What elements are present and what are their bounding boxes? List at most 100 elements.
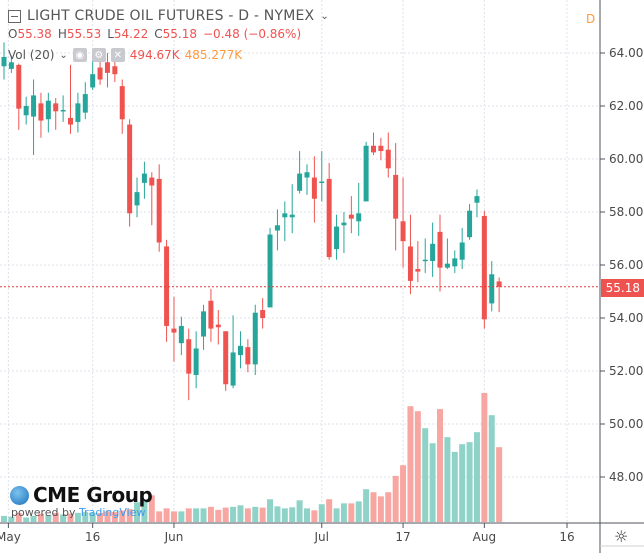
candle bbox=[444, 238, 450, 269]
candle bbox=[178, 316, 184, 356]
candle-body bbox=[31, 95, 37, 117]
candle-body bbox=[134, 192, 140, 206]
volume-value: 494.67K bbox=[129, 48, 180, 62]
time-axis[interactable]: May 16 Jun Jul 17 Aug 16 bbox=[0, 523, 575, 544]
candle-body bbox=[53, 103, 59, 112]
volume-bar bbox=[200, 508, 207, 522]
volume-bar bbox=[289, 507, 296, 522]
time-tick-label: Aug bbox=[473, 530, 496, 544]
volume-bar bbox=[82, 512, 89, 522]
candle-body bbox=[156, 178, 162, 243]
price-tick-label: 48.00 bbox=[609, 470, 643, 484]
volume-bar bbox=[267, 499, 274, 522]
volume-bar bbox=[281, 508, 288, 522]
candle-body bbox=[430, 243, 436, 262]
price-tick-label: 56.00 bbox=[609, 258, 643, 272]
candle-body bbox=[90, 74, 96, 88]
candle-body bbox=[341, 222, 347, 226]
chart-legend: LIGHT CRUDE OIL FUTURES - D - NYMEX ⌄ O5… bbox=[8, 8, 329, 62]
close-icon[interactable]: ✕ bbox=[110, 48, 125, 62]
volume-bar bbox=[163, 508, 170, 522]
candle-body bbox=[400, 221, 406, 242]
candle bbox=[149, 172, 155, 226]
volume-bar bbox=[274, 506, 281, 522]
candle-body bbox=[193, 348, 199, 375]
volume-bar bbox=[392, 475, 399, 522]
chevron-down-icon[interactable]: ⌄ bbox=[59, 49, 68, 61]
candle-body bbox=[393, 174, 399, 219]
candle-body bbox=[415, 268, 421, 272]
volume-bar bbox=[296, 500, 303, 522]
grid bbox=[0, 0, 600, 523]
candle bbox=[45, 92, 51, 133]
volume-bar bbox=[67, 513, 74, 522]
volume-bar bbox=[8, 516, 15, 522]
candle bbox=[68, 64, 74, 134]
tradingview-link[interactable]: TradingView bbox=[79, 506, 146, 519]
settings-icon[interactable]: ⚙ bbox=[91, 48, 106, 62]
low-label: L bbox=[107, 27, 114, 41]
price-tick-label: 50.00 bbox=[609, 417, 643, 431]
candle-body bbox=[230, 352, 236, 386]
candle bbox=[422, 238, 428, 273]
powered-by[interactable]: powered by TradingView bbox=[11, 506, 145, 519]
candle-body bbox=[119, 86, 125, 120]
chevron-down-icon[interactable]: ⌄ bbox=[320, 10, 329, 22]
candle-body bbox=[104, 62, 110, 73]
candle-body bbox=[223, 331, 229, 385]
volume-bar bbox=[244, 508, 251, 522]
candle-body bbox=[16, 64, 22, 109]
candle bbox=[127, 119, 133, 227]
volume-bar bbox=[481, 393, 488, 522]
volume-bar bbox=[488, 415, 495, 522]
candle-body bbox=[186, 339, 192, 374]
volume-bar bbox=[52, 512, 59, 522]
candle bbox=[119, 79, 125, 134]
price-axis[interactable]: 64.00 62.00 60.00 58.00 56.00 54.00 52.00 50.00… bbox=[600, 46, 643, 484]
candle bbox=[326, 162, 332, 260]
price-tick-label: 52.00 bbox=[609, 364, 643, 378]
candle bbox=[31, 79, 37, 156]
eye-icon[interactable]: ◉ bbox=[72, 48, 87, 62]
price-tick-label: 54.00 bbox=[609, 311, 643, 325]
candle bbox=[437, 214, 443, 292]
volume-bar bbox=[259, 507, 266, 522]
volume-bar bbox=[104, 511, 111, 522]
volume-bars bbox=[1, 393, 503, 522]
candle-body bbox=[112, 66, 118, 75]
collapse-icon[interactable] bbox=[8, 9, 21, 23]
candle-body bbox=[267, 234, 273, 308]
volume-label: Vol (20) bbox=[8, 48, 55, 62]
price-tick-label: 64.00 bbox=[609, 46, 643, 60]
volume-bar bbox=[496, 447, 503, 522]
high-label: H bbox=[57, 27, 67, 41]
candle bbox=[186, 328, 192, 401]
candle bbox=[297, 151, 303, 194]
candle-body bbox=[260, 310, 266, 318]
volume-bar bbox=[37, 513, 44, 522]
candle-body bbox=[311, 177, 317, 199]
candle bbox=[282, 201, 288, 242]
candle-body bbox=[422, 259, 428, 262]
candle bbox=[201, 304, 207, 350]
price-tick-label: 60.00 bbox=[609, 152, 643, 166]
candle bbox=[348, 196, 354, 234]
volume-bar bbox=[23, 517, 30, 522]
volume-bar bbox=[30, 515, 37, 522]
candle bbox=[267, 227, 273, 308]
candle-body bbox=[171, 328, 177, 333]
volume-bar bbox=[193, 508, 200, 522]
volume-bar bbox=[437, 409, 444, 522]
volume-bar bbox=[422, 428, 429, 522]
candle-body bbox=[274, 225, 280, 231]
volume-bar bbox=[414, 411, 421, 522]
volume-bar bbox=[340, 503, 347, 522]
candle-body bbox=[97, 67, 103, 80]
settings-gear-icon[interactable]: ☼ bbox=[614, 527, 629, 546]
candle bbox=[237, 331, 243, 369]
last-price-label: 55.18 bbox=[601, 279, 644, 297]
candle bbox=[75, 92, 81, 133]
candle-body bbox=[363, 145, 369, 202]
volume-bar bbox=[15, 512, 22, 522]
